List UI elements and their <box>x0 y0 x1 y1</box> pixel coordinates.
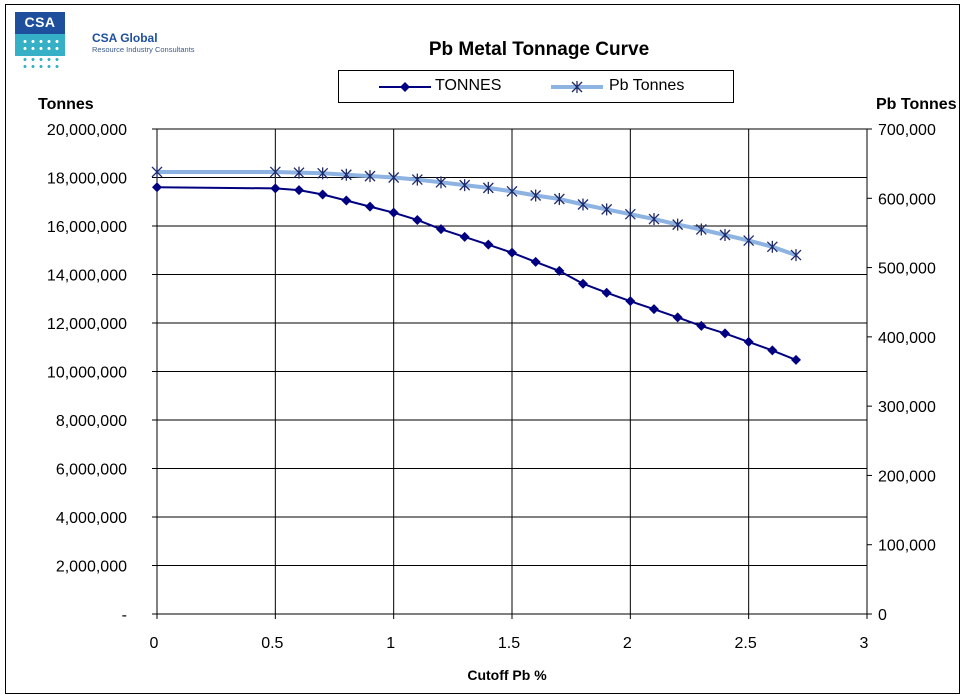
company-block: CSA Global Resource Industry Consultants <box>92 31 195 55</box>
point-tonnes <box>483 239 494 250</box>
y-tick-label: 16,000,000 <box>47 219 127 236</box>
series-line-pb-tonnes <box>157 170 797 257</box>
chart-title: Pb Metal Tonnage Curve <box>428 39 650 60</box>
point-tonnes <box>791 354 801 365</box>
y2-tick-label: 200,000 <box>878 468 936 485</box>
company-tagline: Resource Industry Consultants <box>92 45 195 54</box>
point-pb-tonnes <box>317 167 329 180</box>
point-pb-tonnes <box>719 229 731 242</box>
point-pb-tonnes <box>293 166 305 179</box>
chart-legend: TONNES Pb Tonnes <box>338 70 734 103</box>
point-pb-tonnes <box>577 198 589 211</box>
logo-top-band: CSA <box>15 12 65 34</box>
chart-frame <box>5 4 960 694</box>
point-tonnes <box>388 207 399 218</box>
point-tonnes <box>649 304 659 315</box>
point-pb-tonnes <box>459 179 471 192</box>
y-tick-label: 6,000,000 <box>56 462 127 479</box>
y2-tick-label: 500,000 <box>878 261 936 278</box>
x-axis-title: Cutoff Pb % <box>467 667 547 683</box>
y-tick-label: 12,000,000 <box>47 316 127 333</box>
y2-tick-label: 0 <box>878 607 887 624</box>
point-tonnes <box>436 224 446 235</box>
y-tick-label: 10,000,000 <box>47 365 127 382</box>
point-tonnes <box>601 287 612 298</box>
series-line-tonnes <box>156 186 797 361</box>
y-tick-label: 8,000,000 <box>56 413 127 430</box>
point-pb-tonnes <box>672 218 684 231</box>
legend-swatch-pb-tonnes <box>551 81 603 93</box>
point-pb-tonnes <box>790 249 802 262</box>
point-tonnes <box>294 185 304 196</box>
point-tonnes <box>507 247 517 258</box>
point-pb-tonnes <box>151 165 163 178</box>
point-tonnes <box>459 231 470 242</box>
y-tick-label: 20,000,000 <box>47 122 127 139</box>
point-pb-tonnes <box>743 234 755 247</box>
x-tick-label: 1.5 <box>498 635 520 652</box>
point-pb-tonnes <box>411 173 423 186</box>
plot-area-border <box>156 128 868 615</box>
y-tick-label: 14,000,000 <box>47 268 127 285</box>
point-pb-tonnes <box>624 208 636 221</box>
point-tonnes <box>743 336 754 347</box>
point-tonnes <box>554 265 565 276</box>
y2-axis-title: Pb Tonnes <box>876 96 957 113</box>
point-pb-tonnes <box>601 203 613 216</box>
y2-tick-label: 400,000 <box>878 330 936 347</box>
point-tonnes <box>530 256 541 267</box>
point-tonnes <box>696 320 707 331</box>
y-tick-label: 4,000,000 <box>56 510 127 527</box>
point-tonnes <box>341 195 352 206</box>
x-tick-label: 0 <box>150 635 159 652</box>
point-tonnes <box>412 214 423 225</box>
point-tonnes <box>270 183 281 194</box>
y2-tick-label: 300,000 <box>878 399 936 416</box>
logo-dots-band <box>15 34 65 56</box>
legend-label-pb-tonnes: Pb Tonnes <box>609 77 685 94</box>
x-tick-label: 0.5 <box>261 635 283 652</box>
point-pb-tonnes <box>506 185 518 198</box>
x-tick-label: 2.5 <box>735 635 757 652</box>
y-tick-label: 18,000,000 <box>47 171 127 188</box>
csa-logo: CSA <box>15 12 65 78</box>
y-tick-label: - <box>122 607 127 624</box>
point-pb-tonnes <box>388 171 400 184</box>
point-pb-tonnes <box>269 165 281 178</box>
y-axis-title: Tonnes <box>38 96 94 113</box>
y-tick-label: 2,000,000 <box>56 559 127 576</box>
company-name: CSA Global <box>92 31 158 45</box>
logo-bottom-band <box>15 56 65 78</box>
point-pb-tonnes <box>695 223 707 236</box>
x-tick-label: 3 <box>860 635 869 652</box>
logo-text: CSA <box>24 14 56 30</box>
point-tonnes <box>767 345 778 356</box>
y2-tick-label: 100,000 <box>878 538 936 555</box>
point-pb-tonnes <box>530 189 542 202</box>
x-tick-label: 2 <box>623 635 632 652</box>
logo-dots <box>21 38 59 52</box>
point-tonnes <box>317 189 328 200</box>
point-pb-tonnes <box>482 181 494 194</box>
logo-dots-lower <box>21 56 59 70</box>
point-tonnes <box>578 278 588 289</box>
point-pb-tonnes <box>340 168 352 181</box>
point-tonnes <box>152 182 162 193</box>
point-pb-tonnes <box>364 170 376 183</box>
point-pb-tonnes <box>435 176 447 189</box>
legend-label-tonnes: TONNES <box>435 77 502 94</box>
y2-tick-label: 600,000 <box>878 191 936 208</box>
point-pb-tonnes <box>766 240 778 253</box>
point-tonnes <box>625 296 636 307</box>
y2-tick-label: 700,000 <box>878 122 936 139</box>
legend-swatch-tonnes <box>379 82 431 92</box>
point-pb-tonnes <box>648 213 660 226</box>
point-tonnes <box>720 328 730 339</box>
point-tonnes <box>672 312 683 323</box>
x-tick-label: 1 <box>386 635 395 652</box>
point-pb-tonnes <box>553 192 565 205</box>
point-tonnes <box>365 201 375 212</box>
